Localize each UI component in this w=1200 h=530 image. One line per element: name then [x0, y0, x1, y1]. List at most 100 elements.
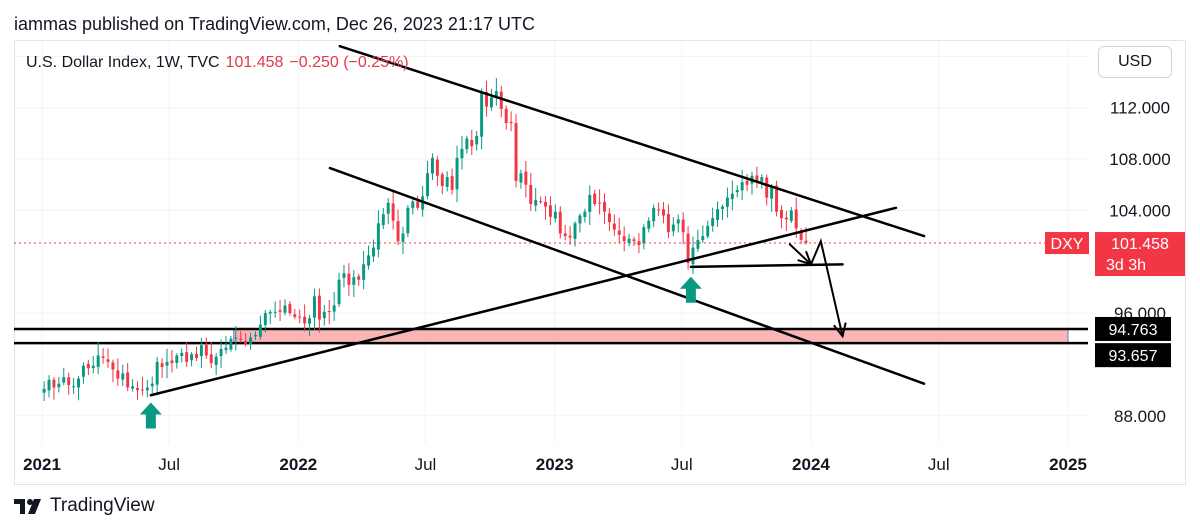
candle-body — [165, 361, 169, 366]
symbol-tag-box — [1045, 232, 1089, 255]
trendline — [689, 263, 844, 269]
support-zone-rect — [233, 328, 1069, 344]
current-price-box — [1095, 232, 1185, 277]
last-price: 101.458 — [225, 54, 284, 71]
candle-body — [347, 273, 351, 285]
candle-body — [362, 264, 366, 280]
candle-body — [485, 91, 489, 107]
candle-body — [62, 377, 66, 383]
candle-body — [607, 213, 611, 222]
candle-body — [553, 211, 557, 219]
candle-body — [529, 184, 533, 204]
currency-button[interactable]: USD — [1098, 46, 1172, 78]
candle-body — [416, 201, 420, 208]
candle-body — [155, 361, 159, 385]
candle-body — [603, 201, 606, 212]
candle-body — [175, 355, 179, 363]
x-tick-label: Jul — [928, 455, 950, 474]
trendlines — [14, 44, 1045, 397]
tradingview-logo-icon — [14, 499, 41, 514]
candle-body — [381, 214, 385, 226]
candle-body — [544, 202, 547, 207]
arrowhead — [797, 250, 813, 266]
candle-body — [657, 209, 661, 211]
candle-body — [735, 189, 739, 193]
candle-body — [612, 223, 616, 230]
candle-body — [199, 345, 203, 357]
candle-body — [42, 388, 46, 393]
trendline — [149, 206, 898, 397]
candle-body — [558, 211, 562, 234]
y-tick-label: 112.000 — [1110, 99, 1170, 118]
publisher-line: iammas published on TradingView.com, Dec… — [14, 14, 535, 34]
y-tick-label: 88.000 — [1114, 407, 1166, 426]
candle-body — [239, 338, 243, 341]
time-to-close-label: 3d 3h — [1106, 257, 1146, 274]
candle-body — [514, 123, 518, 181]
candle-body — [598, 202, 602, 204]
candle-body — [730, 193, 734, 200]
candle-body — [214, 356, 218, 365]
candle-body — [244, 340, 248, 344]
candle-body — [671, 224, 675, 232]
candle-body — [121, 373, 125, 380]
candle-body — [322, 311, 326, 319]
candle-body — [539, 201, 543, 203]
candle-body — [209, 354, 213, 364]
candle-body — [765, 177, 769, 198]
candle-body — [588, 195, 592, 212]
candle-body — [47, 379, 51, 391]
candle-body — [106, 359, 110, 362]
candle-body — [288, 303, 292, 314]
candle-body — [662, 209, 665, 216]
footer-brand: TradingView — [50, 495, 155, 516]
candle-body — [706, 225, 710, 237]
candle-body — [426, 173, 430, 197]
time-axis[interactable]: 2021 Jul 2022 Jul 2023 Jul 2024 Jul 2025 — [23, 455, 1087, 474]
candle-body — [268, 311, 272, 314]
candle-body — [77, 378, 80, 388]
candle-body — [534, 200, 538, 206]
candle-body — [701, 236, 705, 241]
candle-body — [617, 230, 621, 235]
candle-body — [480, 92, 484, 137]
trendline — [338, 44, 926, 238]
candle-body — [465, 138, 469, 150]
candle-body — [313, 296, 316, 318]
candle-body — [219, 349, 223, 356]
zone-price-label: 94.763 — [1109, 322, 1158, 339]
candle-body — [180, 352, 184, 356]
candle-body — [711, 218, 715, 227]
candle-body — [780, 209, 783, 219]
candle-body — [770, 186, 774, 199]
candle-body — [440, 174, 444, 187]
candle-body — [519, 173, 523, 183]
candle-body — [229, 338, 233, 350]
candle-body — [170, 360, 174, 364]
up-arrow-marker — [679, 276, 702, 303]
symbol-legend: U.S. Dollar Index, 1W, TVC 101.458 −0.25… — [26, 54, 409, 72]
x-tick-label: 2024 — [792, 455, 830, 474]
candle-body — [131, 386, 135, 389]
candle-body — [573, 223, 577, 239]
candle-body — [337, 279, 341, 305]
candle-body — [327, 311, 331, 313]
candle-body — [524, 171, 528, 185]
candle-body — [234, 337, 238, 339]
candle-body — [666, 214, 670, 233]
candle-body — [681, 219, 685, 233]
candle-body — [696, 239, 700, 249]
candle-body — [371, 247, 375, 257]
candle-body — [401, 233, 405, 242]
candle-body — [52, 379, 56, 388]
candle-body — [145, 387, 149, 391]
x-tick-label: Jul — [671, 455, 693, 474]
candle-body — [357, 276, 361, 280]
candle-body — [298, 316, 302, 318]
candle-body — [396, 221, 400, 242]
x-tick-label: 2022 — [279, 455, 317, 474]
grid-lines — [14, 41, 1088, 444]
y-tick-label: 104.000 — [1109, 201, 1170, 220]
candle-body — [57, 383, 61, 388]
